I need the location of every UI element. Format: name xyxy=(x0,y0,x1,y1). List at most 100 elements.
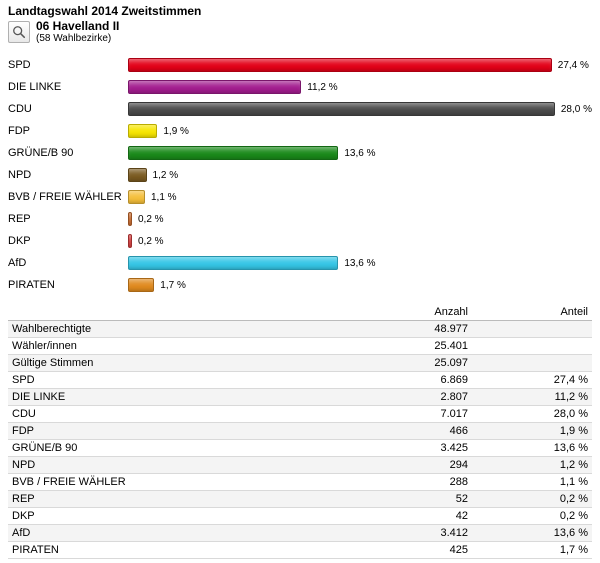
chart-bar-value: 28,0 % xyxy=(561,104,592,115)
chart-bar xyxy=(128,146,338,160)
table-cell-name: GRÜNE/B 90 xyxy=(8,440,352,457)
chart-row-label: DIE LINKE xyxy=(8,81,128,93)
table-cell-name: FDP xyxy=(8,423,352,440)
table-cell-name: SPD xyxy=(8,372,352,389)
table-cell-share: 28,0 % xyxy=(472,406,592,423)
table-row: Wahlberechtigte48.977 xyxy=(8,321,592,338)
chart-bar-value: 1,1 % xyxy=(151,192,177,203)
table-cell-share: 1,9 % xyxy=(472,423,592,440)
chart-bar-value: 1,2 % xyxy=(153,170,179,181)
chart-row: AfD 13,6 % xyxy=(8,252,592,274)
chart-bar-value: 13,6 % xyxy=(344,258,375,269)
table-cell-share: 11,2 % xyxy=(472,389,592,406)
table-cell-count: 2.807 xyxy=(352,389,472,406)
chart-bar xyxy=(128,58,552,72)
chart-bar-value: 1,7 % xyxy=(160,280,186,291)
chart-row: CDU28,0 % xyxy=(8,98,592,120)
table-row: Wähler/innen25.401 xyxy=(8,338,592,355)
table-cell-name: AfD xyxy=(8,525,352,542)
table-row: REP520,2 % xyxy=(8,491,592,508)
table-row: CDU7.01728,0 % xyxy=(8,406,592,423)
chart-bar-cell: 0,2 % xyxy=(128,234,592,248)
chart-row: FDP1,9 % xyxy=(8,120,592,142)
table-cell-name: Wahlberechtigte xyxy=(8,321,352,338)
table-cell-share: 1,7 % xyxy=(472,542,592,559)
chart-bar xyxy=(128,102,555,116)
chart-bar-cell: 28,0 % xyxy=(128,102,592,116)
table-row: Gültige Stimmen25.097 xyxy=(8,355,592,372)
chart-bar-cell: 1,9 % xyxy=(128,124,592,138)
table-cell-count: 25.097 xyxy=(352,355,472,372)
table-cell-name: CDU xyxy=(8,406,352,423)
table-cell-name: BVB / FREIE WÄHLER xyxy=(8,474,352,491)
chart-row: GRÜNE/B 9013,6 % xyxy=(8,142,592,164)
chart-bar-value: 11,2 % xyxy=(307,82,337,93)
chart-row-label: NPD xyxy=(8,169,128,181)
district-sub: (58 Wahlbezirke) xyxy=(36,33,119,44)
table-cell-count: 52 xyxy=(352,491,472,508)
chart-bar-cell: 13,6 % xyxy=(128,256,592,270)
table-cell-count: 288 xyxy=(352,474,472,491)
table-cell-name: REP xyxy=(8,491,352,508)
chart-bar-cell: 1,2 % xyxy=(128,168,592,182)
col-count: Anzahl xyxy=(352,304,472,321)
chart-row: DKP 0,2 % xyxy=(8,230,592,252)
table-cell-count: 3.425 xyxy=(352,440,472,457)
table-cell-share: 0,2 % xyxy=(472,508,592,525)
table-cell-share xyxy=(472,321,592,338)
chart-bar-value: 0,2 % xyxy=(138,236,164,247)
table-cell-count: 25.401 xyxy=(352,338,472,355)
table-cell-count: 425 xyxy=(352,542,472,559)
vote-share-bar-chart: SPD27,4 % DIE LINKE 11,2 % CDU28,0 %FDP1,9 … xyxy=(8,54,592,296)
table-cell-name: DKP xyxy=(8,508,352,525)
chart-row: SPD27,4 % xyxy=(8,54,592,76)
table-cell-name: Wähler/innen xyxy=(8,338,352,355)
chart-row-label: DKP xyxy=(8,235,128,247)
chart-bar-cell: 11,2 % xyxy=(128,80,592,94)
table-row: SPD6.86927,4 % xyxy=(8,372,592,389)
table-cell-share xyxy=(472,355,592,372)
table-cell-name: Gültige Stimmen xyxy=(8,355,352,372)
chart-row-label: SPD xyxy=(8,59,128,71)
table-cell-count: 466 xyxy=(352,423,472,440)
chart-bar xyxy=(128,212,132,226)
table-cell-count: 48.977 xyxy=(352,321,472,338)
page-title: Landtagswahl 2014 Zweitstimmen xyxy=(8,4,592,18)
chart-bar-cell: 1,7 % xyxy=(128,278,592,292)
table-cell-name: DIE LINKE xyxy=(8,389,352,406)
table-cell-share: 0,2 % xyxy=(472,491,592,508)
district-header: 06 Havelland II (58 Wahlbezirke) xyxy=(8,20,592,44)
chart-bar xyxy=(128,124,157,138)
col-name xyxy=(8,304,352,321)
table-row: AfD3.41213,6 % xyxy=(8,525,592,542)
col-share: Anteil xyxy=(472,304,592,321)
chart-bar-cell: 1,1 % xyxy=(128,190,592,204)
chart-row-label: AfD xyxy=(8,257,128,269)
table-row: BVB / FREIE WÄHLER2881,1 % xyxy=(8,474,592,491)
chart-row: PIRATEN 1,7 % xyxy=(8,274,592,296)
results-table: Anzahl Anteil Wahlberechtigte48.977Wähle… xyxy=(8,304,592,559)
table-row: FDP4661,9 % xyxy=(8,423,592,440)
table-row: PIRATEN4251,7 % xyxy=(8,542,592,559)
table-cell-share: 13,6 % xyxy=(472,440,592,457)
chart-row-label: PIRATEN xyxy=(8,279,128,291)
magnifier-icon[interactable] xyxy=(8,21,30,43)
table-row: DIE LINKE2.80711,2 % xyxy=(8,389,592,406)
chart-bar xyxy=(128,80,301,94)
table-row: DKP420,2 % xyxy=(8,508,592,525)
chart-bar-value: 1,9 % xyxy=(163,126,189,137)
table-cell-name: PIRATEN xyxy=(8,542,352,559)
chart-bar xyxy=(128,278,154,292)
table-cell-share: 1,2 % xyxy=(472,457,592,474)
chart-row-label: GRÜNE/B 90 xyxy=(8,147,128,159)
chart-bar xyxy=(128,256,338,270)
chart-row-label: REP xyxy=(8,213,128,225)
table-cell-name: NPD xyxy=(8,457,352,474)
chart-row: DIE LINKE 11,2 % xyxy=(8,76,592,98)
table-cell-count: 294 xyxy=(352,457,472,474)
table-row: NPD2941,2 % xyxy=(8,457,592,474)
table-cell-count: 7.017 xyxy=(352,406,472,423)
table-cell-count: 42 xyxy=(352,508,472,525)
chart-row: REP0,2 % xyxy=(8,208,592,230)
chart-bar-cell: 0,2 % xyxy=(128,212,592,226)
